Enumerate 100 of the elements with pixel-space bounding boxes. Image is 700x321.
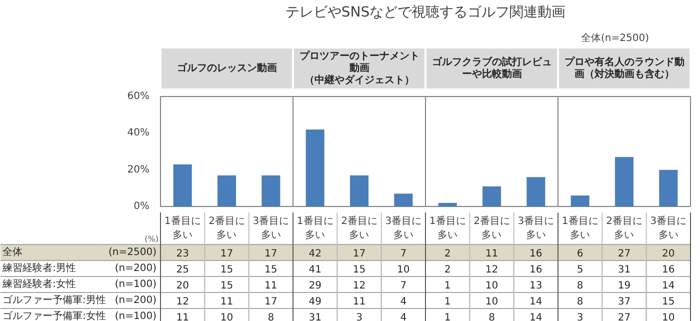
data-label: 17	[264, 296, 278, 308]
text: (%)	[144, 234, 158, 244]
data-label: 11	[264, 280, 278, 292]
data-label: 16	[662, 264, 675, 276]
x-tick-label: 1番目に多い	[164, 214, 201, 242]
text: 全体(n=2500)	[581, 32, 649, 45]
data-label: 10	[397, 264, 410, 276]
y2-tick-label: (n=100)	[114, 279, 157, 290]
data-label: 17	[220, 248, 234, 260]
data-label: 1	[444, 312, 451, 321]
data-label: 12	[485, 264, 498, 276]
data-label: 8	[488, 312, 495, 321]
y-tick-label: ゴルファー予備軍:女性	[2, 310, 106, 321]
bar	[306, 130, 324, 206]
text: プロツアーのトーナメント動画（中継やダイジェスト）	[299, 50, 420, 86]
data-label: 23	[176, 248, 189, 260]
y2-tick-label: (n=100)	[114, 311, 157, 321]
bar	[526, 177, 546, 206]
data-label: 15	[264, 264, 278, 276]
data-label: 37	[618, 296, 631, 308]
data-label: 8	[576, 296, 584, 308]
data-label: 19	[618, 280, 631, 292]
x-tick-label: 1番目に多い	[562, 214, 598, 242]
data-label: 15	[220, 264, 234, 276]
y2-tick-label: (n=200)	[114, 263, 157, 274]
data-label: 29	[308, 280, 322, 292]
data-label: 1	[444, 296, 451, 308]
x-tick-label: 2番目に多い	[474, 214, 510, 242]
data-label: 8	[576, 280, 584, 292]
data-label: 27	[618, 312, 631, 321]
data-label: 16	[530, 264, 542, 276]
data-label: 15	[220, 280, 234, 292]
x-tick-label: 3番目に多い	[385, 214, 422, 242]
x-tick-label: 1番目に多い	[296, 214, 334, 242]
data-label: 15	[352, 264, 366, 276]
data-label: 10	[485, 280, 498, 292]
bar	[482, 186, 502, 206]
chart-title: テレビやSNSなどで視聴するゴルフ関連動画	[285, 4, 566, 20]
data-label: 42	[308, 248, 322, 260]
data-label: 27	[618, 248, 631, 260]
text: プロや有名人のラウンド動画（対決動画も含む）	[564, 56, 684, 80]
data-label: 11	[485, 248, 498, 260]
bar	[217, 175, 236, 206]
x-tick-label: 3番目に多い	[252, 214, 290, 242]
data-label: 31	[308, 312, 322, 321]
x-tick-label: 2番目に多い	[341, 214, 378, 242]
y2-tick-label: (n=2500)	[108, 247, 157, 258]
data-label: 17	[264, 248, 278, 260]
bar	[394, 194, 413, 206]
data-label: 3	[356, 312, 362, 321]
data-label: 2	[444, 248, 451, 260]
bar	[438, 202, 457, 206]
data-label: 8	[268, 312, 274, 321]
x-tick-label: 2番目に多い	[606, 214, 642, 242]
y-tick-label: 練習経験者:女性	[2, 278, 76, 290]
data-label: 14	[530, 312, 542, 321]
data-label: 15	[662, 296, 675, 308]
x-tick-label: 3番目に多い	[650, 214, 687, 242]
data-label: 12	[176, 296, 189, 308]
y-tick-label: 練習経験者:男性	[2, 262, 76, 274]
data-label: 41	[308, 264, 322, 276]
data-label: 5	[576, 264, 584, 276]
y-tick-label: 60%	[127, 91, 150, 102]
y2-tick-label: (n=200)	[114, 295, 157, 306]
data-label: 11	[352, 296, 366, 308]
data-label: 10	[220, 312, 234, 321]
data-label: 11	[176, 312, 189, 321]
y-tick-label: 0%	[134, 201, 150, 212]
data-label: 31	[618, 264, 631, 276]
data-label: 49	[308, 296, 322, 308]
data-label: 13	[530, 280, 542, 292]
y-tick-label: ゴルファー予備軍:男性	[2, 294, 106, 306]
data-label: 4	[400, 312, 407, 321]
y-tick-label: 20%	[127, 164, 150, 176]
bar	[659, 170, 678, 206]
data-label: 1	[444, 280, 451, 292]
data-label: 20	[176, 280, 189, 292]
data-label: 6	[576, 248, 584, 260]
data-label: 14	[530, 296, 542, 308]
y-tick-label: 40%	[127, 128, 150, 139]
data-label: 2	[444, 264, 451, 276]
x-tick-label: 2番目に多い	[208, 214, 245, 242]
bar	[262, 175, 280, 206]
data-label: 11	[220, 296, 234, 308]
x-tick-label: 3番目に多い	[518, 214, 554, 242]
data-label: 7	[400, 280, 407, 292]
bar	[570, 196, 590, 206]
bar	[614, 157, 634, 206]
data-label: 25	[176, 264, 189, 276]
y-tick-label: 全体	[2, 246, 22, 258]
data-label: 16	[530, 248, 542, 260]
data-label: 17	[352, 248, 366, 260]
data-label: 12	[352, 280, 366, 292]
x-tick-label: 1番目に多い	[429, 214, 466, 242]
data-label: 20	[662, 248, 675, 260]
data-label: 10	[485, 296, 498, 308]
data-label: 10	[662, 312, 675, 321]
data-label: 4	[400, 296, 407, 308]
data-label: 14	[662, 280, 675, 292]
text: ゴルフクラブの試打レビューや比較動画	[432, 56, 552, 80]
